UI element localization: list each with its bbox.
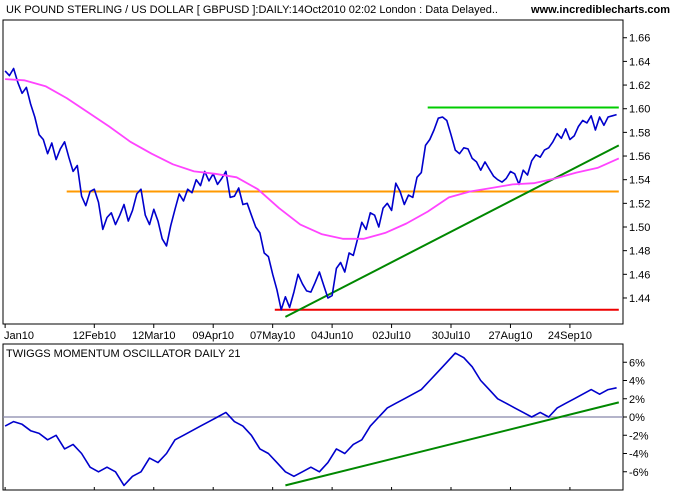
x-tick-label: 04Jun10 — [311, 330, 353, 342]
price-y-tick-label: 1.48 — [629, 246, 650, 258]
oscillator-chart-title: TWIGGS MOMENTUM OSCILLATOR DAILY 21 — [6, 348, 241, 360]
x-tick-label: 09Apr10 — [192, 330, 234, 342]
x-tick-label: Jan10 — [4, 330, 34, 342]
oscillator-y-tick-label: -6% — [629, 467, 649, 479]
price-y-axis-ticks: 1.44 1.46 1.48 1.50 1.52 1.54 1.56 1.58 1.60 1.62… — [623, 33, 650, 305]
x-tick-label: 24Sep10 — [548, 330, 592, 342]
x-axis-ticks: Jan10 12Feb10 12Mar10 09Apr10 07May10 04Jun10… — [4, 324, 592, 490]
price-y-tick-label: 1.66 — [629, 33, 650, 45]
price-y-tick-label: 1.56 — [629, 151, 650, 163]
price-panel-frame — [2, 19, 624, 325]
price-y-tick-label: 1.54 — [629, 175, 650, 187]
price-chart-title: UK POUND STERLING / US DOLLAR [ GBPUSD ]… — [6, 4, 498, 16]
x-tick-label: 30Jul10 — [432, 330, 471, 342]
oscillator-trendline-line — [285, 401, 620, 487]
oscillator-y-tick-label: 0% — [629, 412, 645, 424]
price-series-group — [4, 67, 620, 311]
x-tick-label: 12Feb10 — [73, 330, 116, 342]
price-moving-average-series — [5, 78, 620, 240]
price-reference-lines — [66, 106, 620, 318]
price-y-tick-label: 1.58 — [629, 127, 650, 139]
price-y-tick-label: 1.64 — [629, 56, 650, 68]
oscillator-y-tick-label: -2% — [629, 430, 649, 442]
brand-watermark: www.incrediblecharts.com — [530, 4, 670, 16]
oscillator-y-tick-label: 2% — [629, 394, 645, 406]
price-trendline-line — [284, 144, 620, 318]
oscillator-oscillator-series — [4, 352, 617, 487]
price-y-tick-label: 1.46 — [629, 269, 650, 281]
oscillator-y-axis-ticks: -6% -4% -2% 0% 2% 4% 6% — [623, 357, 649, 479]
x-tick-label: 07May10 — [250, 330, 295, 342]
oscillator-y-tick-label: 4% — [629, 376, 645, 388]
price-y-tick-label: 1.62 — [629, 80, 650, 92]
oscillator-series-group — [4, 352, 617, 487]
x-tick-label: 02Jul10 — [372, 330, 411, 342]
oscillator-y-tick-label: -4% — [629, 449, 649, 461]
x-tick-label: 12Mar10 — [132, 330, 175, 342]
oscillator-reference-lines — [285, 401, 620, 487]
price-y-tick-label: 1.50 — [629, 222, 650, 234]
x-tick-label: 27Aug10 — [488, 330, 532, 342]
oscillator-y-tick-label: 6% — [629, 357, 645, 369]
price-y-tick-label: 1.60 — [629, 104, 650, 116]
price-y-tick-label: 1.44 — [629, 293, 650, 305]
price-price-series — [4, 67, 617, 311]
price-y-tick-label: 1.52 — [629, 198, 650, 210]
